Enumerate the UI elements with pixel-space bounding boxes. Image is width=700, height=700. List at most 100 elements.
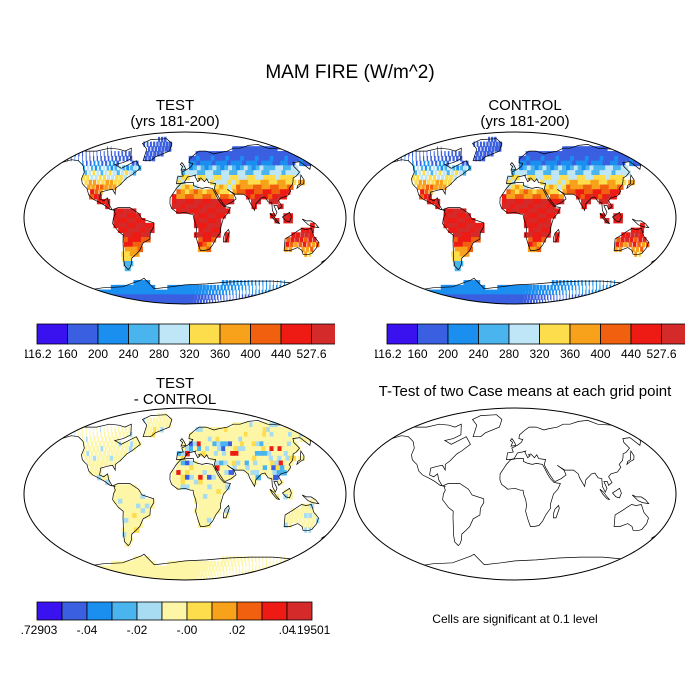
- grid-cell: [224, 470, 230, 476]
- grid-cell: [545, 198, 551, 205]
- grid-cell: [229, 155, 235, 162]
- grid-cell: [245, 299, 249, 304]
- grid-cell: [76, 570, 87, 576]
- grid-cell: [584, 189, 590, 195]
- grid-cell: [248, 299, 252, 304]
- grid-cell: [90, 165, 94, 171]
- grid-cell: [207, 498, 213, 505]
- coastline-africa: [499, 182, 561, 251]
- grid-cell: [262, 570, 266, 576]
- grid-cell: [271, 189, 278, 195]
- panel-title-line1: TEST: [155, 375, 195, 392]
- grid-cell: [550, 208, 556, 214]
- grid-cell: [559, 170, 565, 176]
- grid-cell: [131, 494, 137, 500]
- grid-cell: [121, 251, 127, 257]
- grid-cell: [510, 198, 516, 205]
- grid-cell: [136, 508, 142, 514]
- grid-cell: [494, 289, 500, 296]
- grid-cell: [552, 289, 554, 296]
- colorbar-label: 116.2: [375, 347, 402, 361]
- grid-cell: [447, 218, 453, 224]
- grid-cell: [581, 203, 587, 210]
- grid-cell: [231, 427, 238, 433]
- grid-cell: [188, 165, 194, 171]
- grid-cell: [143, 570, 150, 576]
- grid-cell: [564, 151, 571, 157]
- grid-cell: [245, 427, 252, 433]
- grid-cell: [246, 470, 252, 476]
- grid-cell: [237, 299, 240, 304]
- grid-cell: [548, 289, 551, 296]
- grid-cell: [535, 170, 541, 176]
- grid-cell: [222, 455, 229, 462]
- grid-cell: [137, 556, 144, 562]
- grid-cell: [302, 241, 307, 248]
- grid-cell: [254, 431, 262, 438]
- grid-cell: [171, 479, 177, 486]
- grid-cell: [135, 489, 141, 495]
- grid-cell: [116, 160, 119, 167]
- grid-cell: [193, 465, 199, 471]
- grid-cell: [86, 575, 98, 580]
- coastline-britain: [179, 162, 187, 171]
- grid-cell: [241, 427, 249, 433]
- grid-cell: [131, 436, 135, 443]
- grid-cell: [565, 294, 567, 300]
- grid-cell: [243, 441, 250, 447]
- grid-cell: [149, 427, 153, 433]
- grid-cell: [239, 179, 246, 186]
- grid-cell: [206, 560, 210, 567]
- grid-cell: [474, 222, 480, 229]
- grid-cell: [245, 289, 247, 296]
- grid-cell: [89, 436, 92, 443]
- grid-cell: [182, 299, 186, 304]
- grid-cell: [530, 160, 536, 167]
- grid-cell: [290, 513, 295, 519]
- grid-cell: [85, 151, 87, 157]
- grid-cell: [151, 146, 154, 152]
- grid-cell: [594, 160, 602, 167]
- colorbar-label: 320: [179, 347, 199, 361]
- grid-cell: [181, 446, 186, 452]
- grid-cell: [134, 165, 138, 171]
- grid-cell: [446, 170, 450, 176]
- grid-cell: [181, 570, 186, 576]
- grid-cell: [299, 560, 303, 567]
- grid-cell: [236, 465, 243, 471]
- grid-cell: [121, 284, 129, 291]
- grid-cell: [127, 232, 133, 238]
- grid-cell: [188, 155, 194, 162]
- grid-cell: [273, 446, 281, 452]
- colorbar-label: -.72903: [20, 623, 58, 637]
- grid-cell: [536, 194, 542, 200]
- grid-cell: [156, 417, 159, 423]
- grid-cell: [83, 289, 93, 296]
- grid-cell: [537, 208, 543, 214]
- grid-cell: [592, 284, 594, 291]
- grid-cell: [87, 165, 90, 171]
- colorbar-label: 200: [438, 347, 458, 361]
- grid-cell: [87, 441, 90, 447]
- grid-cell: [606, 299, 612, 304]
- grid-cell: [287, 218, 293, 224]
- grid-cell: [443, 208, 449, 214]
- grid-cell: [241, 465, 247, 471]
- grid-cell: [481, 146, 484, 152]
- grid-cell: [607, 289, 611, 296]
- grid-cell: [287, 565, 291, 572]
- grid-cell: [265, 556, 267, 562]
- grid-cell: [91, 460, 95, 466]
- grid-cell: [249, 465, 256, 471]
- grid-cell: [537, 222, 543, 229]
- grid-cell: [216, 427, 223, 433]
- grid-cell: [185, 446, 190, 452]
- grid-cell: [474, 280, 481, 286]
- grid-cell: [296, 289, 301, 296]
- grid-cell: [122, 218, 128, 224]
- grid-cell: [523, 184, 529, 190]
- grid-cell: [253, 160, 261, 167]
- grid-cell: [257, 170, 264, 176]
- grid-cell: [423, 194, 428, 200]
- grid-cell: [296, 284, 299, 291]
